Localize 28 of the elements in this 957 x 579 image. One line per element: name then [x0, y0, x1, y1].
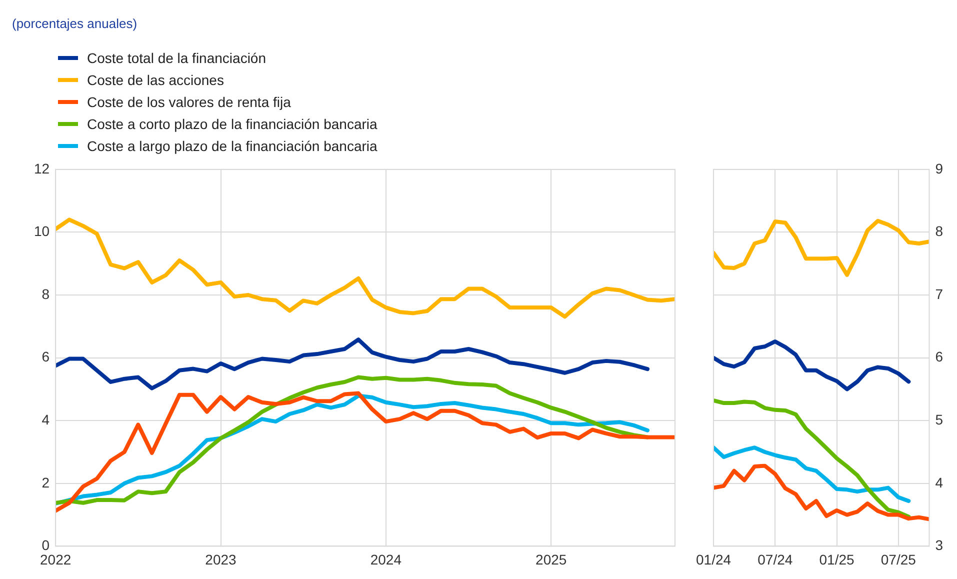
x-tick-label: 2022 — [40, 551, 72, 568]
y2-tick-label: 3 — [935, 537, 944, 554]
y-tick-label: 10 — [34, 223, 50, 240]
x-tick-label: 07/24 — [758, 551, 793, 568]
chart-subtitle: (porcentajes anuales) — [12, 16, 138, 31]
x-tick-label: 2023 — [205, 551, 237, 568]
x-tick-label: 2025 — [536, 551, 567, 568]
legend-label: Coste de las acciones — [87, 72, 224, 88]
y2-tick-label: 4 — [935, 474, 944, 490]
y-tick-label: 6 — [42, 348, 50, 365]
y2-tick-label: 8 — [935, 223, 944, 240]
y2-tick-label: 6 — [935, 348, 944, 365]
x-tick-label: 2024 — [370, 551, 402, 568]
legend-label: Coste de los valores de renta fija — [87, 94, 291, 110]
y2-tick-label: 9 — [935, 160, 944, 176]
y-tick-label: 8 — [42, 286, 50, 302]
x-tick-label: 01/24 — [696, 551, 732, 568]
legend-label: Coste a corto plazo de la financiación bancaria — [87, 116, 378, 132]
y-tick-label: 0 — [42, 537, 50, 554]
legend-label: Coste total de la financiación — [87, 50, 266, 66]
y2-tick-label: 7 — [935, 286, 944, 302]
y-tick-label: 2 — [42, 474, 50, 490]
y-tick-label: 4 — [42, 411, 50, 428]
legend-label: Coste a largo plazo de la financiación bancaria — [87, 138, 378, 154]
x-tick-label: 01/25 — [819, 551, 854, 568]
y2-tick-label: 5 — [935, 411, 944, 428]
x-tick-label: 07/25 — [880, 551, 916, 568]
y-tick-label: 12 — [34, 160, 50, 176]
